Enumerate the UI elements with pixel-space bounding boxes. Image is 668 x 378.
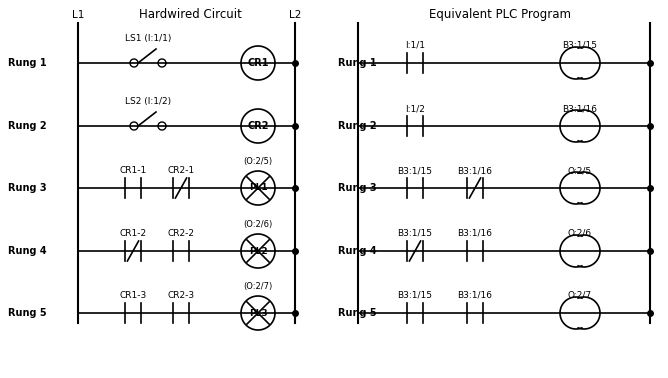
Text: Rung 4: Rung 4 <box>338 246 377 256</box>
Text: (O:2/7): (O:2/7) <box>243 282 273 291</box>
Text: B3:1/16: B3:1/16 <box>458 166 492 175</box>
Text: B3:1/16: B3:1/16 <box>458 229 492 238</box>
Text: PL3: PL3 <box>248 308 267 318</box>
Text: Hardwired Circuit: Hardwired Circuit <box>138 8 241 21</box>
Text: L1: L1 <box>72 10 84 20</box>
Text: I:1/1: I:1/1 <box>405 41 425 50</box>
Text: (O:2/6): (O:2/6) <box>243 220 273 229</box>
Text: Rung 2: Rung 2 <box>338 121 377 131</box>
Text: L2: L2 <box>289 10 301 20</box>
Text: B3:1/16: B3:1/16 <box>562 104 597 113</box>
Text: Rung 2: Rung 2 <box>8 121 47 131</box>
Text: CR1: CR1 <box>247 58 269 68</box>
Text: PL2: PL2 <box>248 246 267 256</box>
Text: B3:1/15: B3:1/15 <box>562 41 597 50</box>
Text: LS1 (I:1/1): LS1 (I:1/1) <box>125 34 171 43</box>
Text: CR1-2: CR1-2 <box>120 229 146 238</box>
Text: B3:1/15: B3:1/15 <box>397 291 432 300</box>
Text: Rung 5: Rung 5 <box>8 308 47 318</box>
Text: LS2 (I:1/2): LS2 (I:1/2) <box>125 97 171 106</box>
Text: O:2/6: O:2/6 <box>568 229 592 238</box>
Text: CR1-1: CR1-1 <box>120 166 146 175</box>
Text: Rung 1: Rung 1 <box>8 58 47 68</box>
Text: (O:2/5): (O:2/5) <box>243 157 273 166</box>
Text: Rung 3: Rung 3 <box>8 183 47 193</box>
Text: Rung 1: Rung 1 <box>338 58 377 68</box>
Text: Rung 4: Rung 4 <box>8 246 47 256</box>
Text: B3:1/15: B3:1/15 <box>397 166 432 175</box>
Text: O:2/7: O:2/7 <box>568 291 592 300</box>
Text: PL1: PL1 <box>248 183 267 192</box>
Text: CR2-3: CR2-3 <box>168 291 194 300</box>
Text: Equivalent PLC Program: Equivalent PLC Program <box>429 8 571 21</box>
Text: Rung 5: Rung 5 <box>338 308 377 318</box>
Text: CR2-2: CR2-2 <box>168 229 194 238</box>
Text: B3:1/15: B3:1/15 <box>397 229 432 238</box>
Text: I:1/2: I:1/2 <box>405 104 425 113</box>
Text: O:2/5: O:2/5 <box>568 166 592 175</box>
Text: Rung 3: Rung 3 <box>338 183 377 193</box>
Text: CR2: CR2 <box>247 121 269 131</box>
Text: B3:1/16: B3:1/16 <box>458 291 492 300</box>
Text: CR1-3: CR1-3 <box>120 291 146 300</box>
Text: CR2-1: CR2-1 <box>168 166 194 175</box>
